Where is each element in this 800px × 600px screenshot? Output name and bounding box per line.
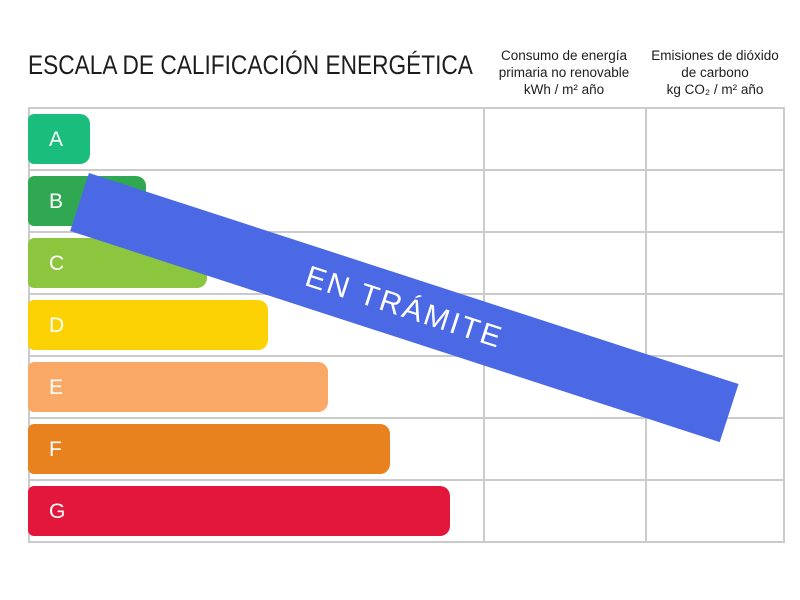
rating-letter-g: G <box>49 499 66 523</box>
rating-bar-g: G <box>28 486 450 536</box>
column-header-consumption-line1: Consumo de energía <box>500 48 628 63</box>
rating-bar-d: D <box>28 300 268 350</box>
rating-bar-e: E <box>28 362 328 412</box>
page-title: ESCALA DE CALIFICACIÓN ENERGÉTICA <box>28 50 473 80</box>
rating-bar-f: F <box>28 424 390 474</box>
rating-row-d: D <box>28 295 783 357</box>
column-header-emissions: Emisiones de dióxido de carbono kg CO₂ /… <box>645 47 785 98</box>
column-header-emissions-line1: Emisiones de dióxido <box>651 48 779 63</box>
rating-row-a: A <box>28 109 783 171</box>
rating-letter-a: A <box>49 127 64 151</box>
column-header-emissions-units: kg CO₂ / m² año <box>666 82 764 97</box>
rating-letter-f: F <box>49 437 62 461</box>
column-header-consumption-line2: primaria no renovable <box>498 65 630 80</box>
rating-bar-a: A <box>28 114 90 164</box>
table-divider-emissions <box>645 109 647 541</box>
rating-row-e: E <box>28 357 783 419</box>
rating-letter-b: B <box>49 189 64 213</box>
column-header-consumption: Consumo de energía primaria no renovable… <box>483 47 645 98</box>
rating-letter-d: D <box>49 313 65 337</box>
rating-letter-e: E <box>49 375 64 399</box>
rating-row-f: F <box>28 419 783 481</box>
column-header-consumption-units: kWh / m² año <box>523 82 605 97</box>
rating-row-g: G <box>28 481 783 541</box>
rating-letter-c: C <box>49 251 65 275</box>
column-header-emissions-line2: de carbono <box>681 65 749 80</box>
